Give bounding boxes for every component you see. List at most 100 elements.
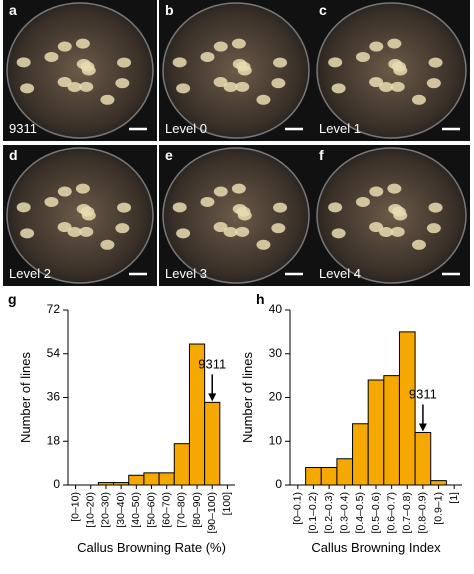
callus [223,82,238,93]
callus [328,57,343,68]
callus [355,51,370,62]
callus [426,223,441,234]
callus [387,183,402,194]
annotation-arrowhead [208,393,217,402]
callus [235,81,250,92]
callus [411,239,426,250]
bar [305,467,322,486]
callus [44,51,59,62]
callus [16,202,31,213]
x-tick-label: [0–0.1) [292,492,304,525]
callus [271,223,286,234]
callus [115,78,130,89]
callus [223,227,238,238]
callus [387,38,402,49]
callus [379,227,394,238]
callus [16,57,31,68]
callus [379,82,394,93]
x-tick-label: [60–70) [160,492,172,528]
petri-dish [162,2,310,139]
callus [273,57,288,68]
y-tick-label: 40 [269,302,283,316]
callus [390,226,405,237]
y-axis-title: Number of lines [18,351,33,443]
callus [331,83,346,94]
callus [100,239,115,250]
x-tick-label: [0.4–0.5) [354,492,366,533]
x-tick-label: [90–100) [206,492,218,533]
annotation-arrowhead [418,423,427,432]
x-tick-label: [30–40) [115,492,127,528]
callus [44,196,59,207]
panel-letter: e [165,147,173,163]
callus [411,94,426,105]
callus [369,77,384,88]
bar [173,443,190,486]
callus [200,51,215,62]
callus [256,239,271,250]
callus [428,202,443,213]
callus [232,203,247,214]
y-tick-label: 20 [269,390,283,404]
y-tick-label: 10 [269,433,283,447]
x-tick-label: [0–10) [69,492,81,522]
bar [320,467,338,486]
callus [79,226,94,237]
panel-letter: b [165,2,174,18]
x-tick-label: [0.6–0.7) [385,492,397,533]
annotation: 9311 [198,356,226,371]
callus [328,202,343,213]
panel-label: Level 2 [9,266,51,281]
x-tick-label: [0.2–0.3) [323,492,335,533]
bar [352,423,369,486]
x-tick-label: [0.7–0.8) [401,492,413,533]
y-tick-label: 0 [275,477,282,491]
callus [428,57,443,68]
panel-letter: a [9,2,17,18]
panel-label: Level 4 [319,266,361,281]
callus [115,223,130,234]
x-axis-title: Callus Browning Rate (%) [77,540,226,555]
callus [369,222,384,233]
panel-letter: c [319,2,327,18]
callus [75,38,90,49]
y-tick-label: 30 [269,346,283,360]
x-tick-label: [50–60) [145,492,157,528]
petri-dish [162,147,310,284]
callus [176,228,191,239]
callus [213,77,228,88]
callus [172,202,187,213]
callus [57,222,72,233]
callus [388,58,403,69]
x-tick-label: [100] [221,492,233,515]
callus [355,196,370,207]
x-tick-label: [0.3–0.4) [339,492,351,533]
bar [158,472,175,486]
callus [117,57,132,68]
panel-label: Level 1 [319,121,361,136]
callus [273,202,288,213]
callus [117,202,132,213]
callus [57,77,72,88]
panel-label: 9311 [9,121,37,136]
y-tick-label: 72 [47,302,61,316]
y-tick-label: 54 [47,346,61,360]
callus [213,222,228,233]
callus [200,196,215,207]
panel-letter: d [9,147,18,163]
callus [235,226,250,237]
callus [57,186,72,197]
callus [20,228,35,239]
bar [143,472,160,486]
y-tick-label: 36 [47,390,61,404]
x-tick-label: [80–90) [191,492,203,528]
callus [79,81,94,92]
petri-dish [6,2,154,139]
callus [331,228,346,239]
panel-label: Level 3 [165,266,207,281]
callus [369,41,384,52]
callus [388,203,403,214]
bar [128,474,145,486]
x-tick-label: [40–50) [130,492,142,528]
